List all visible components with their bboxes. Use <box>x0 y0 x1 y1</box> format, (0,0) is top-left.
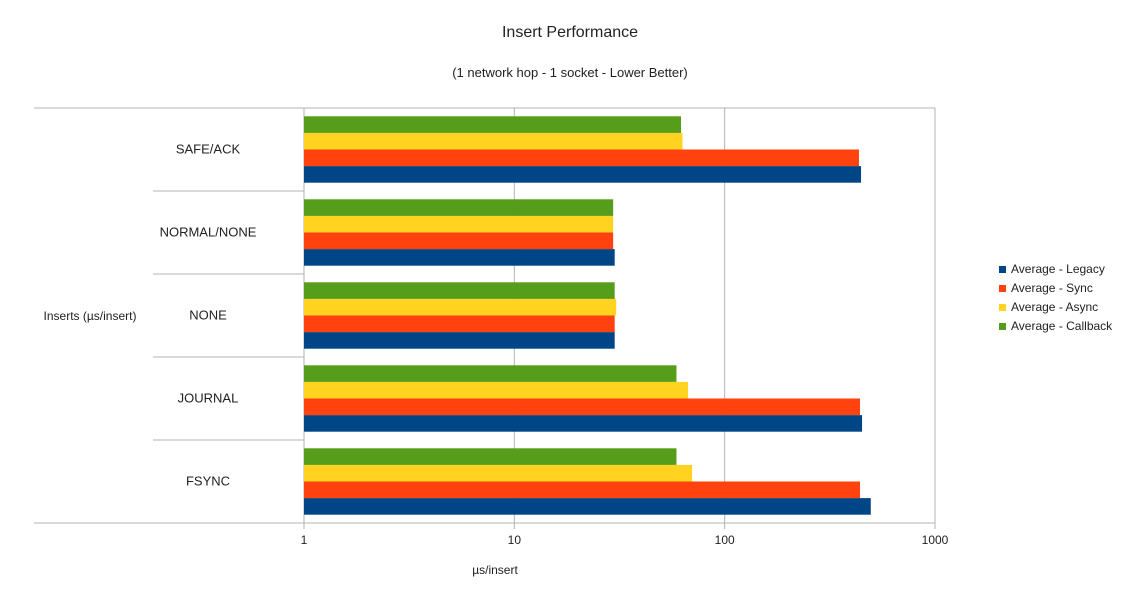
bar <box>304 415 863 432</box>
x-tick-label: 1000 <box>922 533 949 547</box>
legend-entry: Average - Sync <box>1011 281 1093 295</box>
bar <box>304 166 862 183</box>
bar <box>304 215 614 233</box>
legend-swatch <box>999 304 1006 311</box>
bars-layer <box>304 116 871 515</box>
bar <box>304 332 615 349</box>
bar <box>304 232 614 250</box>
bar <box>304 149 859 167</box>
bar <box>304 199 614 216</box>
legend-entry: Average - Legacy <box>1011 262 1105 276</box>
chart-subtitle: (1 network hop - 1 socket - Lower Better… <box>452 65 688 80</box>
bar <box>304 116 681 133</box>
category-label: SAFE/ACK <box>176 142 241 157</box>
category-label: FSYNC <box>186 474 230 489</box>
legend-swatch <box>999 266 1006 273</box>
bar <box>304 398 861 416</box>
x-axis-label: µs/insert <box>472 563 518 577</box>
y-axis-label: Inserts (µs/insert) <box>44 309 137 323</box>
x-tick-label: 100 <box>715 533 735 547</box>
axis-layer: 1 10 100 1000 SAFE/ACK NORMAL/NONE NONE JOURNAL… <box>160 142 949 548</box>
bar <box>304 282 615 299</box>
x-tick-label: 10 <box>508 533 522 547</box>
legend-swatch <box>999 285 1006 292</box>
bar <box>304 365 677 382</box>
bar <box>304 315 615 333</box>
legend: Average - Legacy Average - Sync Average - … <box>999 262 1113 333</box>
category-label: JOURNAL <box>178 391 239 406</box>
legend-entry: Average - Async <box>1011 300 1098 314</box>
bar <box>304 464 693 482</box>
legend-swatch <box>999 323 1006 330</box>
chart-title: Insert Performance <box>502 24 638 41</box>
legend-entry: Average - Callback <box>1011 319 1113 333</box>
category-label: NORMAL/NONE <box>160 225 257 240</box>
x-tick-label: 1 <box>301 533 308 547</box>
bar <box>304 498 871 515</box>
bar <box>304 249 615 266</box>
bar <box>304 381 689 399</box>
bar <box>304 481 861 499</box>
bar <box>304 298 617 316</box>
category-label: NONE <box>189 308 227 323</box>
bar <box>304 448 677 465</box>
bar <box>304 132 683 150</box>
